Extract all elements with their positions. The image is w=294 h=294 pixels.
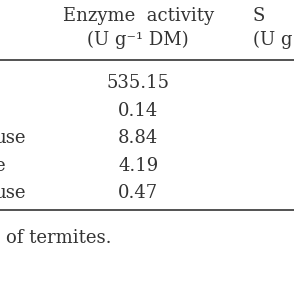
Text: use: use bbox=[0, 184, 26, 203]
Text: of termites.: of termites. bbox=[6, 229, 111, 247]
Text: (U g: (U g bbox=[253, 31, 292, 49]
Text: S: S bbox=[253, 7, 265, 25]
Text: 0.47: 0.47 bbox=[118, 184, 158, 203]
Text: use: use bbox=[0, 129, 26, 147]
Text: (U g⁻¹ DM): (U g⁻¹ DM) bbox=[87, 31, 189, 49]
Text: 0.14: 0.14 bbox=[118, 101, 158, 120]
Text: 4.19: 4.19 bbox=[118, 157, 158, 175]
Text: 8.84: 8.84 bbox=[118, 129, 158, 147]
Text: 535.15: 535.15 bbox=[107, 74, 170, 92]
Text: e: e bbox=[0, 157, 5, 175]
Text: Enzyme  activity: Enzyme activity bbox=[63, 7, 214, 25]
